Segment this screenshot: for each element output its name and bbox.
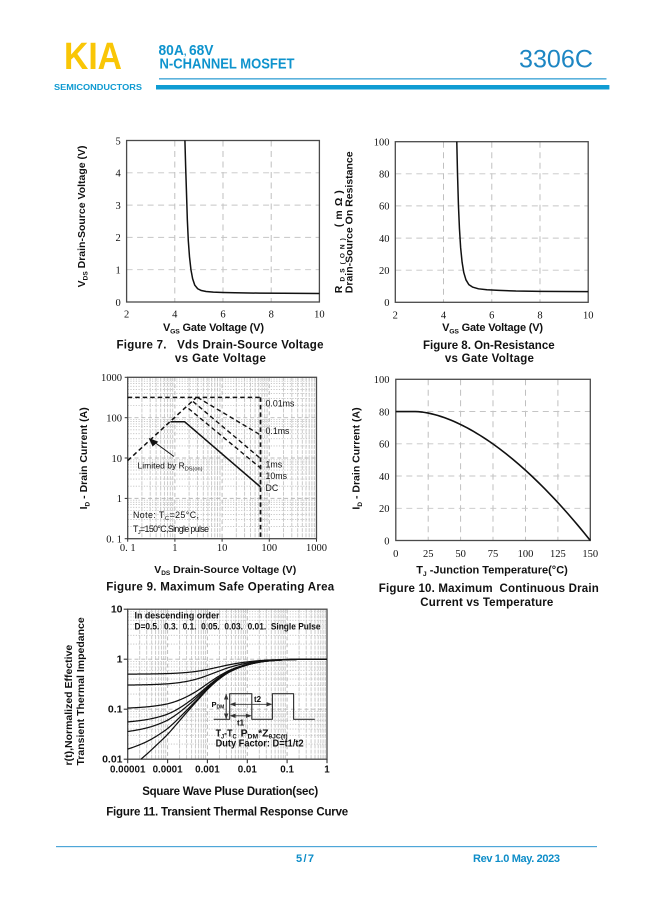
svg-text:6: 6 xyxy=(220,310,225,321)
svg-text:1000: 1000 xyxy=(101,373,122,384)
svg-text:150: 150 xyxy=(582,549,598,560)
svg-text:5 / 7: 5 / 7 xyxy=(296,853,314,865)
svg-text:TJ -Junction Temperature(°C): TJ -Junction Temperature(°C) xyxy=(416,565,568,578)
svg-text:4: 4 xyxy=(441,310,447,321)
svg-text:DC: DC xyxy=(266,483,279,493)
svg-text:Square Wave Pluse Duration(sec: Square Wave Pluse Duration(sec) xyxy=(142,786,318,798)
svg-text:4: 4 xyxy=(172,310,178,321)
svg-text:0.01: 0.01 xyxy=(238,765,258,776)
svg-text:80: 80 xyxy=(379,170,390,181)
svg-text:vs Gate Voltage: vs Gate Voltage xyxy=(175,353,266,365)
svg-text:60: 60 xyxy=(379,202,390,213)
svg-text:100: 100 xyxy=(261,543,277,554)
svg-text:2: 2 xyxy=(393,310,398,321)
svg-text:0. 1: 0. 1 xyxy=(106,535,122,546)
svg-text:Figure 9. Maximum Safe Operati: Figure 9. Maximum Safe Operating Area xyxy=(106,582,335,594)
svg-text:0.1ms: 0.1ms xyxy=(266,426,291,436)
svg-text:Figure 7. Vds Drain-Source V: Figure 7. Vds Drain-Source Voltage xyxy=(117,340,324,352)
svg-text:100: 100 xyxy=(374,375,390,386)
svg-text:125: 125 xyxy=(550,549,566,560)
svg-text:VDS Drain-Source Voltage (V): VDS Drain-Source Voltage (V) xyxy=(76,145,89,287)
svg-text:t1: t1 xyxy=(237,719,245,728)
svg-text:8: 8 xyxy=(269,310,274,321)
svg-text:t2: t2 xyxy=(254,695,262,704)
svg-text:Current vs Temperature: Current vs Temperature xyxy=(420,597,553,609)
svg-text:0.01ms: 0.01ms xyxy=(266,399,295,409)
svg-text:60: 60 xyxy=(379,440,390,451)
svg-text:25: 25 xyxy=(423,549,434,560)
svg-text:40: 40 xyxy=(379,234,390,245)
svg-text:80: 80 xyxy=(379,407,390,418)
svg-text:VDS Drain-Source Voltage (V): VDS Drain-Source Voltage (V) xyxy=(154,564,296,577)
svg-text:SEMICONDUCTORS: SEMICONDUCTORS xyxy=(54,83,143,92)
svg-text:Figure 10. Maximum Continuous: Figure 10. Maximum Continuous Drain xyxy=(379,583,599,595)
svg-text:1: 1 xyxy=(324,765,330,776)
svg-text:1: 1 xyxy=(172,543,177,554)
svg-text:VGS Gate Voltage (V): VGS Gate Voltage (V) xyxy=(163,322,264,335)
svg-text:40: 40 xyxy=(379,472,390,483)
svg-text:0.1: 0.1 xyxy=(280,765,294,776)
svg-text:80A, 68V: 80A, 68V xyxy=(159,42,214,59)
svg-text:1ms: 1ms xyxy=(266,460,283,470)
svg-text:20: 20 xyxy=(379,504,390,515)
svg-text:3: 3 xyxy=(116,201,121,212)
svg-text:100: 100 xyxy=(374,138,390,149)
svg-text:5: 5 xyxy=(116,136,121,147)
svg-text:TJ-TC: TJ-TC xyxy=(216,729,237,741)
svg-text:PDM: PDM xyxy=(212,700,225,711)
svg-text:75: 75 xyxy=(488,549,499,560)
svg-text:N-CHANNEL MOSFET: N-CHANNEL MOSFET xyxy=(160,56,295,73)
svg-text:2: 2 xyxy=(116,233,121,244)
svg-text:0.00001: 0.00001 xyxy=(110,765,146,776)
svg-text:Rev 1.0 May. 2023: Rev 1.0 May. 2023 xyxy=(473,853,560,865)
svg-text:0.0001: 0.0001 xyxy=(153,765,184,776)
svg-text:0.01: 0.01 xyxy=(102,754,123,766)
svg-text:KIA: KIA xyxy=(64,36,122,78)
svg-text:TJ=150°C,Single pulse: TJ=150°C,Single pulse xyxy=(133,524,209,536)
svg-text:10: 10 xyxy=(111,604,123,616)
svg-text:10: 10 xyxy=(112,454,123,465)
svg-text:0: 0 xyxy=(116,298,121,309)
svg-text:50: 50 xyxy=(455,549,466,560)
svg-text:0: 0 xyxy=(384,298,389,309)
svg-text:10: 10 xyxy=(583,310,594,321)
svg-text:D=0.5. 0.3. 0.1. 0.05. 0.0: D=0.5. 0.3. 0.1. 0.05. 0.03. 0.01. Singl… xyxy=(135,622,321,632)
svg-text:ID - Drain Current (A): ID - Drain Current (A) xyxy=(351,407,364,509)
svg-text:ID - Drain Current (A): ID - Drain Current (A) xyxy=(78,407,91,509)
svg-text:Duty Factor: D=t1/t2: Duty Factor: D=t1/t2 xyxy=(216,739,304,750)
svg-text:Note: TC=25°C,: Note: TC=25°C, xyxy=(133,510,199,522)
svg-text:20: 20 xyxy=(379,266,390,277)
svg-text:10ms: 10ms xyxy=(266,471,288,481)
svg-text:1: 1 xyxy=(117,654,123,666)
svg-text:Figure 11. Transient Thermal R: Figure 11. Transient Thermal Response Cu… xyxy=(106,807,348,819)
svg-text:1000: 1000 xyxy=(306,543,327,554)
svg-text:0: 0 xyxy=(393,549,398,560)
svg-text:VGS Gate Voltage (V): VGS Gate Voltage (V) xyxy=(442,322,543,335)
svg-text:Figure 8. On-Resistance: Figure 8. On-Resistance xyxy=(423,340,555,352)
svg-text:100: 100 xyxy=(518,549,534,560)
svg-text:r(t),Normalized Effective: r(t),Normalized Effective xyxy=(63,645,75,766)
svg-text:2: 2 xyxy=(124,310,129,321)
svg-text:6: 6 xyxy=(489,310,494,321)
svg-text:10: 10 xyxy=(314,310,325,321)
svg-text:Transient Thermal Impedance: Transient Thermal Impedance xyxy=(75,617,87,765)
svg-text:0. 1: 0. 1 xyxy=(120,543,136,554)
svg-text:0.1: 0.1 xyxy=(108,704,123,716)
svg-text:0.001: 0.001 xyxy=(195,765,220,776)
svg-text:10: 10 xyxy=(217,543,228,554)
svg-text:8: 8 xyxy=(537,310,542,321)
svg-text:4: 4 xyxy=(116,169,122,180)
svg-text:Drain-Source On Resistance: Drain-Source On Resistance xyxy=(344,151,356,293)
svg-text:100: 100 xyxy=(106,414,122,425)
svg-text:In descending order: In descending order xyxy=(135,611,220,621)
svg-text:vs Gate Voltage: vs Gate Voltage xyxy=(445,353,534,365)
svg-text:3306C: 3306C xyxy=(519,46,593,74)
svg-text:1: 1 xyxy=(116,266,121,277)
svg-text:0: 0 xyxy=(384,536,389,547)
svg-text:1: 1 xyxy=(117,494,122,505)
